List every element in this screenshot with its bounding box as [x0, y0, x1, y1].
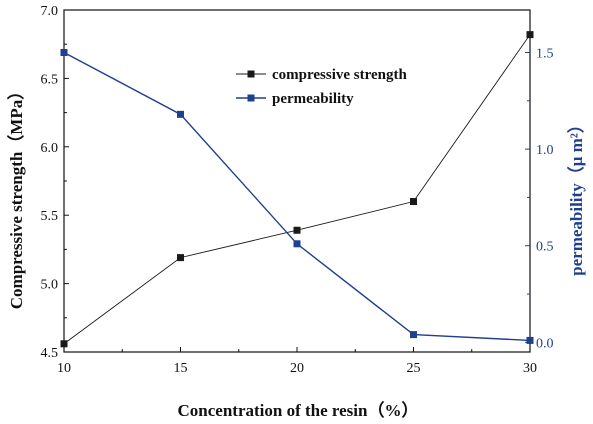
y-left-tick-label: 5.0: [41, 278, 59, 293]
x-axis: 10 15 20 25 30: [57, 347, 537, 376]
compressive-strength-point: [526, 31, 534, 39]
legend: compressive strength permeability: [236, 67, 408, 107]
y-right-tick-label: 0.5: [536, 240, 554, 255]
compressive-strength-point: [410, 198, 417, 206]
y-right-tick-label: 1.5: [536, 47, 554, 62]
y-axis-left: 4.5 5.0 5.5 6.0 6.5 7.0: [41, 4, 69, 361]
x-tick-label: 15: [174, 361, 188, 376]
y-axis-right: 0.0 0.5 1.0 1.5: [525, 47, 554, 351]
y-left-tick-label: 7.0: [41, 4, 59, 19]
legend-permeability-marker: [247, 94, 255, 102]
permeability-point: [177, 110, 184, 118]
legend-permeability-label: permeability: [272, 91, 354, 107]
legend-compressive-strength-label: compressive strength: [272, 67, 408, 83]
compressive-strength-point: [177, 254, 184, 262]
x-axis-title: Concentration of the resin（%）: [178, 400, 419, 420]
plot-border: [63, 9, 531, 353]
y-left-tick-label: 6.0: [41, 141, 59, 156]
y-left-tick-label: 5.5: [41, 209, 59, 224]
y-axis-right-title: permeability（μ m²）: [566, 116, 586, 276]
plot-frame: [63, 9, 531, 353]
y-axis-left-title: Compressive strength（MPa）: [6, 83, 26, 310]
series-layer: [60, 31, 534, 348]
permeability-point: [293, 240, 301, 248]
compressive-strength-point: [60, 340, 68, 348]
x-tick-label: 25: [407, 361, 421, 376]
y-left-tick-label: 6.5: [41, 72, 59, 87]
x-tick-label: 20: [290, 361, 304, 376]
permeability-point: [526, 336, 534, 344]
y-right-tick-label: 0.0: [536, 336, 554, 351]
compressive-strength-point: [293, 226, 301, 234]
legend-compressive-strength-marker: [247, 70, 255, 78]
permeability-point: [410, 331, 417, 339]
x-tick-label: 30: [523, 361, 537, 376]
y-right-tick-label: 1.0: [536, 143, 554, 158]
permeability-point: [60, 49, 68, 57]
y-left-tick-label: 4.5: [41, 346, 59, 361]
x-tick-label: 10: [57, 361, 71, 376]
